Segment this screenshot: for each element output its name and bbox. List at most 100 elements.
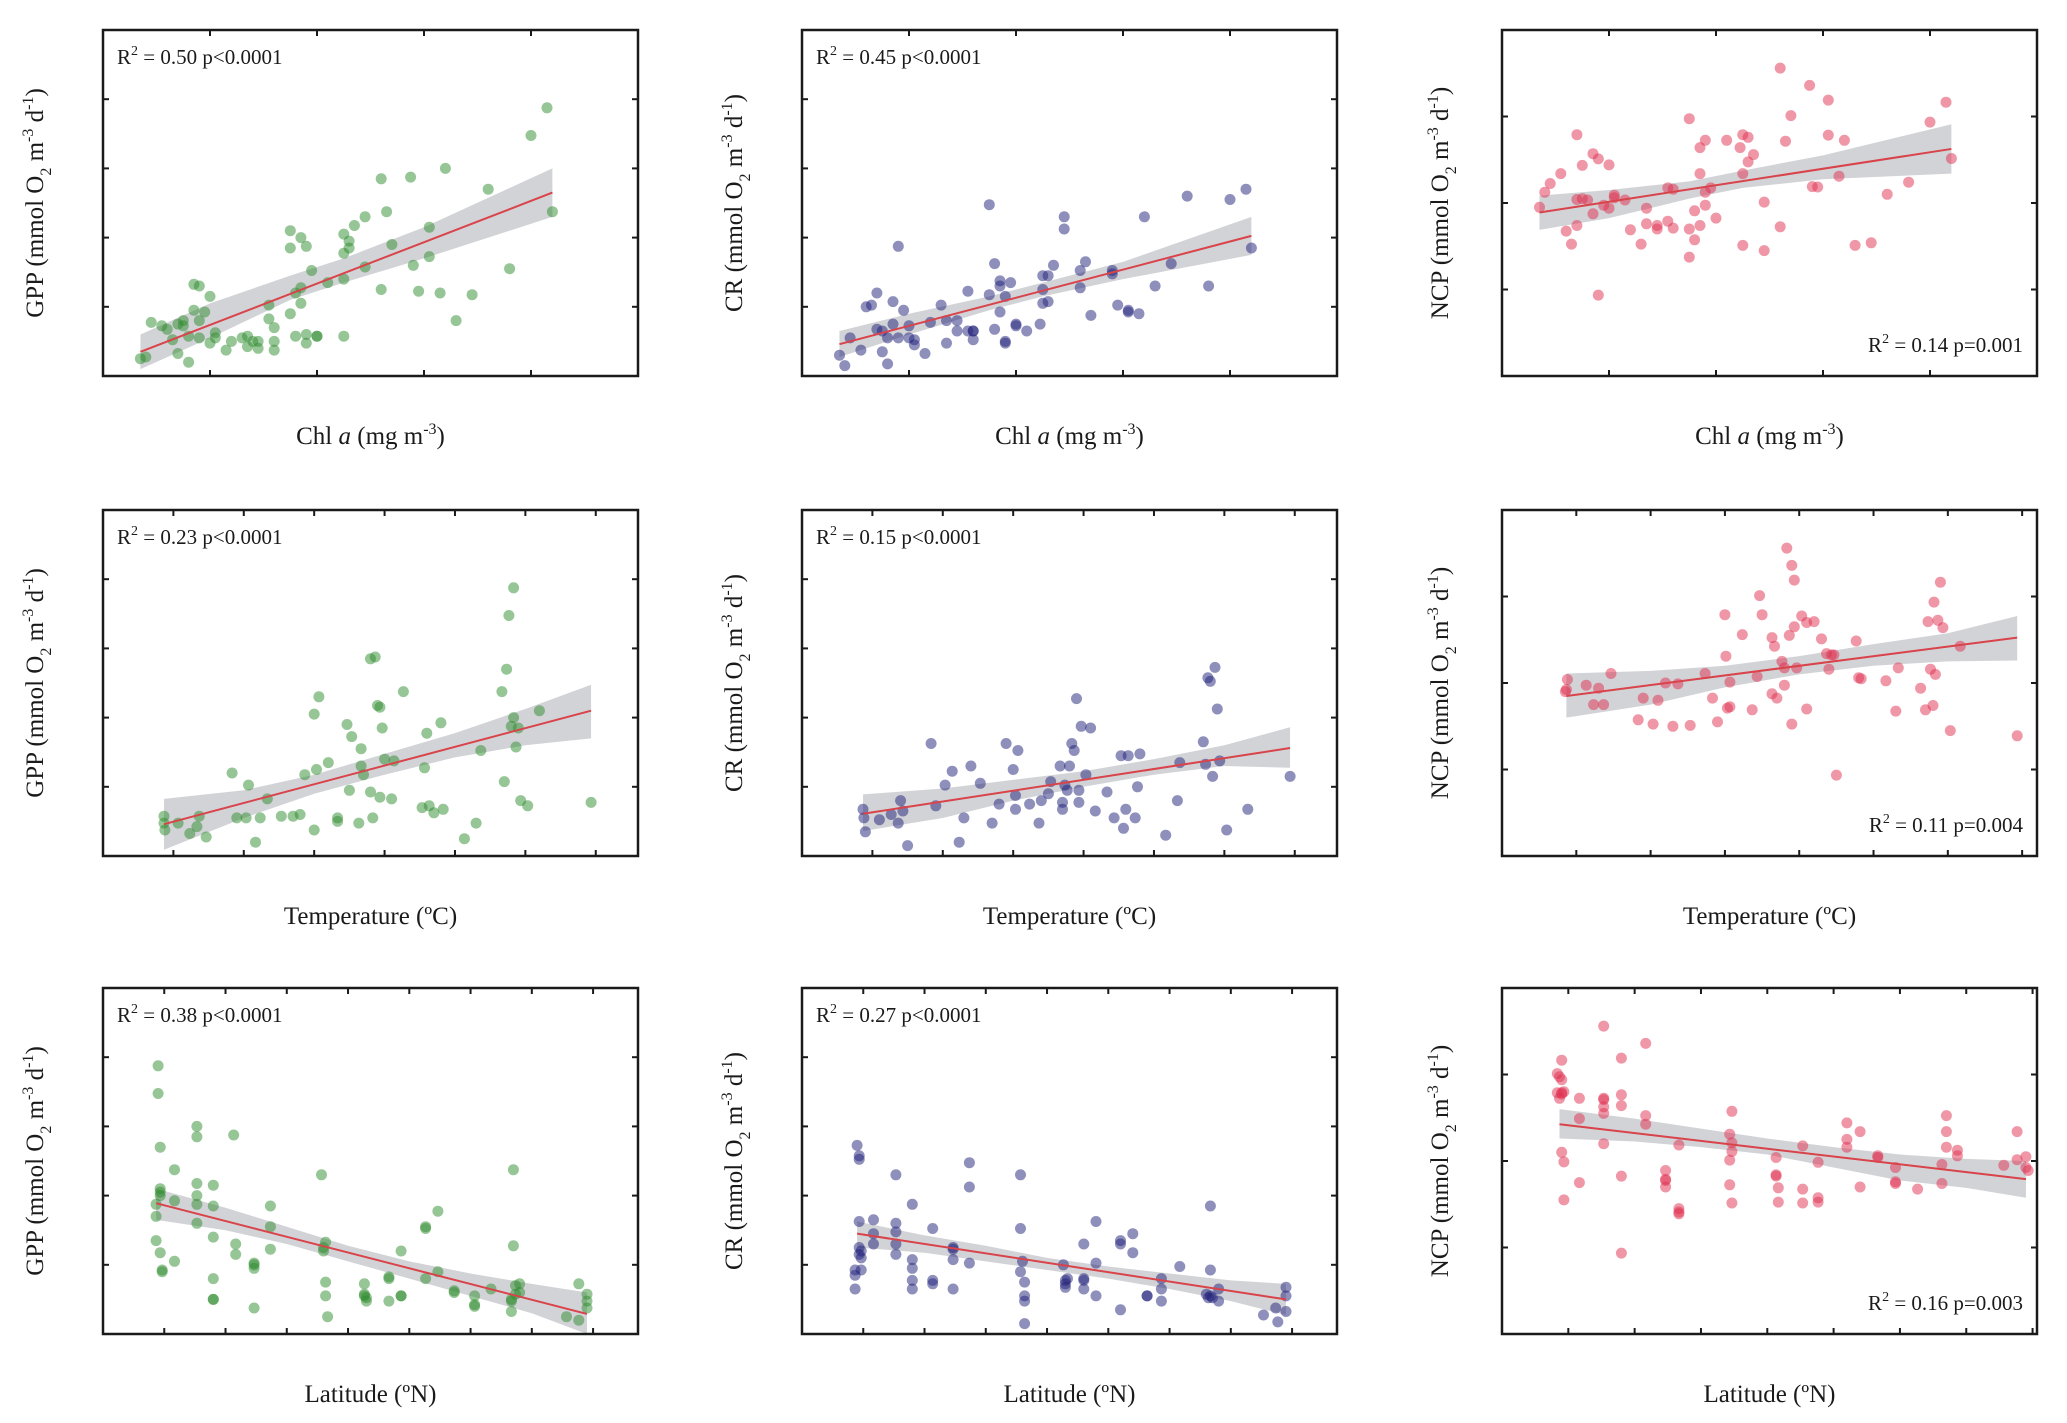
data-point xyxy=(341,719,353,730)
data-point xyxy=(1635,238,1647,250)
data-point xyxy=(876,346,888,358)
data-point xyxy=(1756,609,1768,621)
data-point xyxy=(1090,1257,1102,1269)
data-point xyxy=(1598,1107,1610,1119)
y-axis-label: GPP (mmol O2 m-3 d-1) xyxy=(20,88,55,318)
data-point xyxy=(1822,94,1834,106)
data-point xyxy=(1019,1276,1031,1288)
data-point xyxy=(887,318,899,330)
data-point xyxy=(1598,1020,1610,1032)
x-axis-label: Temperature (ºC) xyxy=(1683,903,1856,930)
data-point xyxy=(383,1273,395,1285)
data-point xyxy=(169,1195,180,1207)
data-point xyxy=(348,220,360,231)
data-point xyxy=(1115,1238,1126,1250)
data-point xyxy=(1788,621,1800,633)
data-point xyxy=(906,1254,918,1266)
data-point xyxy=(501,663,513,675)
data-point xyxy=(1558,1194,1570,1206)
data-point xyxy=(1854,1181,1866,1193)
data-point xyxy=(892,240,904,252)
data-point xyxy=(1566,238,1577,250)
data-point xyxy=(1149,280,1161,292)
data-point xyxy=(868,1238,879,1250)
data-point xyxy=(1804,79,1816,91)
data-point xyxy=(1171,795,1183,807)
data-point xyxy=(1652,694,1664,706)
data-point xyxy=(295,232,307,244)
data-point xyxy=(338,273,350,285)
data-point xyxy=(1556,1146,1568,1158)
data-point xyxy=(1078,1283,1090,1295)
panel-i: Latitude (ºN) NCP (mmol O2 m-3 d-1) R2 = 0… xyxy=(1425,986,2039,1408)
data-point xyxy=(313,691,325,703)
data-point xyxy=(381,206,393,218)
regression-line xyxy=(1566,636,2018,697)
data-point xyxy=(882,358,894,370)
data-point xyxy=(1724,1179,1736,1191)
data-point xyxy=(383,1295,395,1307)
data-point xyxy=(1699,199,1711,211)
data-point xyxy=(1075,720,1087,732)
data-point xyxy=(514,1278,526,1290)
data-point xyxy=(1074,282,1086,294)
data-point xyxy=(450,315,462,327)
data-point xyxy=(1556,1054,1568,1066)
data-point xyxy=(240,812,252,824)
data-point xyxy=(1074,265,1086,276)
data-point xyxy=(1754,590,1766,602)
data-point xyxy=(2011,730,2023,742)
data-point xyxy=(1120,803,1132,815)
data-point xyxy=(1035,795,1047,807)
data-point xyxy=(1242,803,1254,815)
data-point xyxy=(264,1221,276,1233)
data-point xyxy=(386,239,398,250)
data-point xyxy=(1710,212,1722,224)
data-point xyxy=(397,686,409,698)
data-point xyxy=(320,1276,332,1288)
regression-line xyxy=(1559,1123,2027,1181)
data-point xyxy=(1560,684,1572,695)
axes-box xyxy=(101,28,640,378)
data-point xyxy=(316,1169,327,1181)
data-point xyxy=(1683,113,1695,125)
data-point xyxy=(1640,1037,1652,1049)
regression-line xyxy=(839,234,1252,346)
data-point xyxy=(220,344,232,356)
data-point xyxy=(150,1210,162,1222)
data-point xyxy=(1934,576,1946,588)
data-point xyxy=(1783,629,1795,641)
data-point xyxy=(1624,224,1636,236)
data-point xyxy=(405,171,417,183)
data-point xyxy=(994,306,1006,318)
data-point xyxy=(1132,781,1143,793)
data-point xyxy=(1647,718,1659,730)
data-point xyxy=(1872,1152,1884,1163)
data-point xyxy=(1823,663,1835,675)
stat-annotation: R2 = 0.50 p<0.0001 xyxy=(117,44,282,69)
data-point xyxy=(1539,186,1551,198)
data-point xyxy=(228,1129,240,1141)
data-point xyxy=(200,831,212,843)
data-point xyxy=(469,1300,481,1312)
data-point xyxy=(1214,755,1226,767)
data-point xyxy=(1778,679,1790,691)
data-point xyxy=(989,323,1001,335)
data-point xyxy=(1615,1100,1627,1112)
data-point xyxy=(1155,1295,1167,1307)
data-point xyxy=(1544,178,1556,189)
data-point xyxy=(967,334,979,346)
data-point xyxy=(369,651,381,663)
data-point xyxy=(1203,280,1215,292)
data-point xyxy=(1073,784,1085,796)
data-point xyxy=(962,285,974,297)
data-point xyxy=(1561,674,1573,685)
data-point xyxy=(1555,168,1567,180)
data-point xyxy=(1694,220,1706,231)
data-point xyxy=(1090,1290,1102,1302)
data-point xyxy=(1258,1309,1269,1321)
data-point xyxy=(193,315,205,327)
data-point xyxy=(1007,764,1019,775)
data-point xyxy=(346,731,358,743)
data-point xyxy=(1224,194,1236,205)
